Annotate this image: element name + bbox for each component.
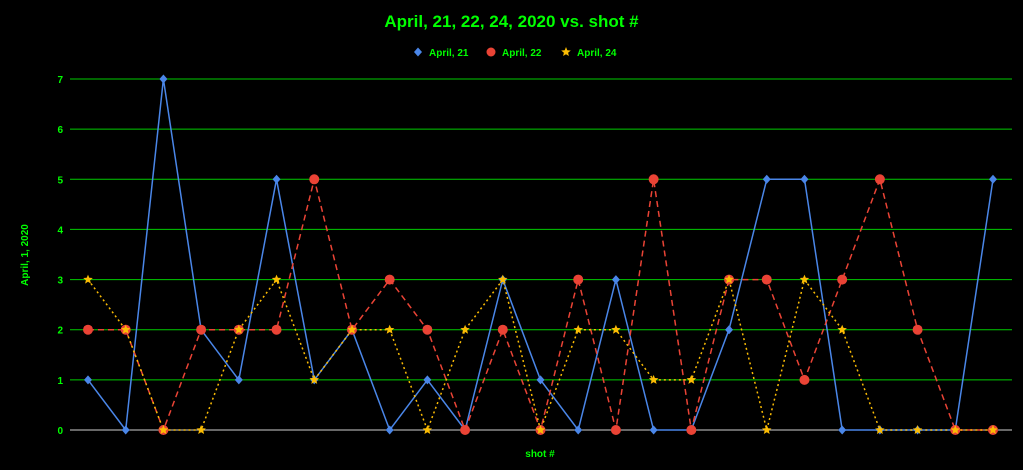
data-point [725, 325, 734, 335]
data-point [196, 425, 206, 434]
data-point [799, 374, 810, 385]
data-point [83, 274, 93, 284]
data-point [800, 174, 809, 184]
data-point [762, 174, 771, 184]
legend-marker [561, 47, 571, 56]
data-point [84, 375, 92, 385]
y-axis-title: April, 1, 2020 [20, 224, 31, 286]
data-point [271, 324, 282, 335]
data-point [761, 274, 772, 285]
data-point [498, 274, 508, 284]
data-point [573, 274, 584, 285]
data-point [610, 425, 621, 435]
axes: 0 1 2 3 4 5 6 7 [57, 75, 63, 437]
y-tick-label: 5 [57, 175, 63, 186]
data-point [347, 324, 357, 334]
data-point [384, 324, 395, 334]
data-point [460, 425, 471, 435]
data-point [536, 375, 545, 385]
series-markers [83, 74, 998, 435]
data-point [799, 274, 810, 284]
data-point [83, 324, 93, 335]
data-point [762, 425, 772, 434]
data-point [611, 324, 621, 334]
data-point [159, 74, 168, 84]
series-line-2 [88, 176, 993, 433]
data-point [838, 425, 847, 435]
data-point [988, 425, 998, 434]
data-point [648, 374, 659, 384]
legend-label: April, 24 [577, 48, 617, 59]
data-point [422, 425, 433, 434]
y-tick-label: 0 [57, 426, 63, 437]
data-point [950, 425, 960, 434]
data-point [874, 174, 885, 185]
data-point [989, 174, 997, 184]
data-point [121, 324, 131, 334]
y-tick-label: 4 [57, 225, 63, 236]
series-line-3 [87, 277, 993, 433]
data-point [234, 375, 243, 385]
data-point [234, 324, 244, 334]
data-point [422, 324, 433, 335]
data-point [837, 324, 847, 334]
y-tick-label: 2 [57, 326, 63, 337]
chart-title: April, 21, 22, 24, 2020 vs. shot # [384, 12, 639, 31]
data-point [611, 275, 620, 285]
data-point [384, 274, 395, 285]
data-point [648, 174, 659, 185]
data-point [724, 274, 734, 284]
data-point [271, 274, 282, 284]
data-point [121, 425, 130, 435]
y-tick-label: 6 [57, 125, 63, 136]
y-tick-label: 3 [57, 276, 63, 287]
data-point [686, 425, 697, 435]
data-point [912, 324, 923, 335]
data-point [686, 374, 697, 384]
data-point [875, 425, 885, 434]
y-tick-label: 1 [57, 376, 63, 387]
x-axis-title: shot # [525, 449, 555, 460]
data-point [912, 425, 923, 434]
data-point [837, 274, 848, 285]
legend-label: April, 22 [502, 48, 542, 59]
legend-marker [414, 47, 422, 57]
data-point [574, 425, 583, 435]
data-point [196, 324, 207, 335]
data-point [460, 324, 470, 334]
data-point [385, 425, 394, 435]
data-point [309, 374, 319, 384]
legend-marker [486, 47, 496, 57]
data-point [272, 174, 281, 184]
data-point [309, 174, 320, 185]
legend-label: April, 21 [429, 48, 469, 59]
data-point [423, 375, 432, 385]
y-tick-label: 7 [57, 75, 63, 86]
data-point [649, 425, 658, 435]
data-point [497, 324, 508, 335]
data-point [535, 425, 546, 434]
data-point [158, 425, 169, 434]
legend: April, 21 April, 22 April, 24 [414, 47, 617, 59]
data-point [573, 324, 583, 334]
